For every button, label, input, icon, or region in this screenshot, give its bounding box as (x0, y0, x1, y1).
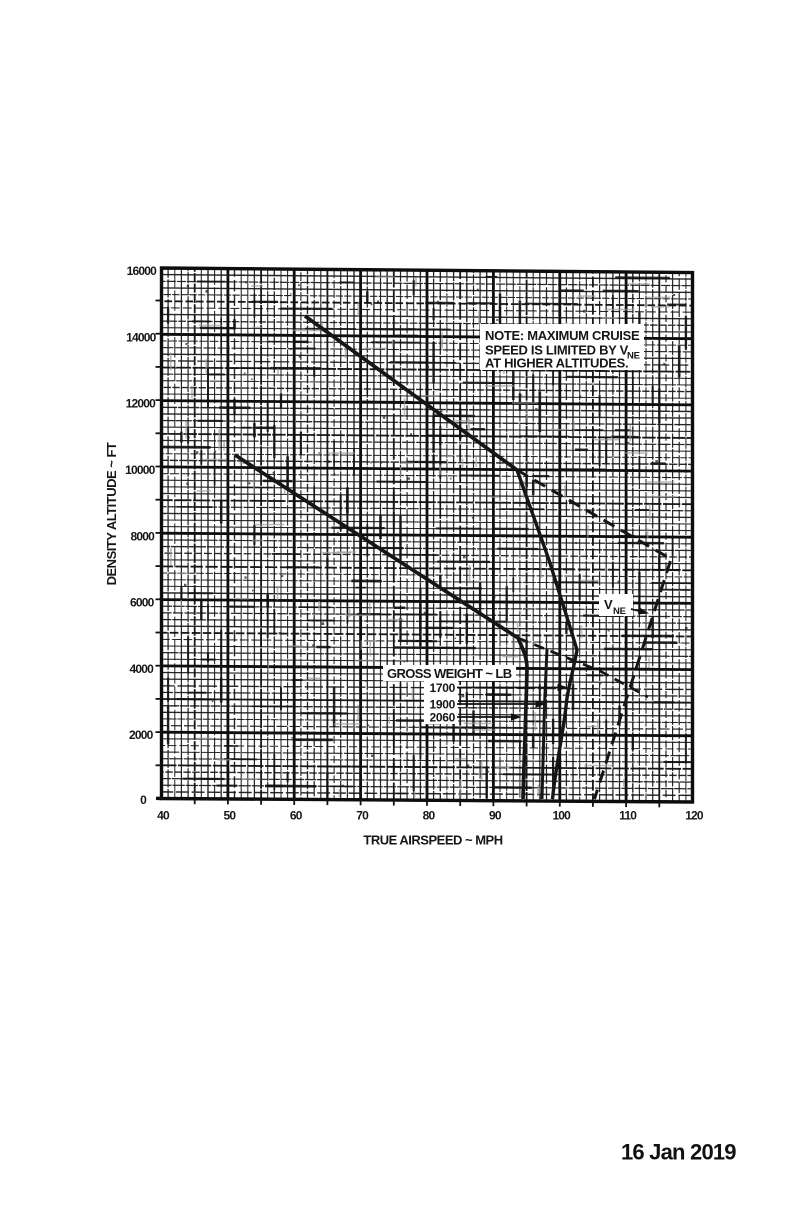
svg-text:16 Jan 2019: 16 Jan 2019 (621, 1140, 736, 1165)
svg-text:100: 100 (552, 809, 571, 823)
svg-text:40: 40 (157, 809, 170, 823)
svg-text:16000: 16000 (127, 264, 157, 278)
svg-text:1700: 1700 (430, 681, 456, 695)
svg-text:14000: 14000 (126, 330, 156, 344)
svg-text:2000: 2000 (129, 728, 154, 742)
svg-text:NE: NE (613, 606, 626, 617)
svg-text:70: 70 (356, 809, 369, 823)
svg-text:90: 90 (489, 809, 502, 823)
svg-text:6000: 6000 (130, 596, 155, 610)
svg-text:120: 120 (685, 809, 704, 823)
svg-text:DENSITY ALTITUDE ~ FT: DENSITY ALTITUDE ~ FT (104, 442, 119, 585)
svg-text:2060: 2060 (430, 711, 456, 725)
svg-text:50: 50 (224, 809, 237, 823)
svg-text:12000: 12000 (126, 397, 156, 411)
svg-text:60: 60 (290, 809, 303, 823)
svg-text:TRUE AIRSPEED ~ MPH: TRUE AIRSPEED ~ MPH (363, 833, 502, 848)
svg-text:80: 80 (423, 809, 436, 823)
svg-text:8000: 8000 (131, 529, 156, 543)
svg-text:110: 110 (619, 809, 637, 823)
svg-text:1900: 1900 (430, 698, 456, 712)
svg-text:NOTE: MAXIMUM CRUISE: NOTE: MAXIMUM CRUISE (485, 328, 640, 343)
svg-text:0: 0 (140, 793, 147, 807)
svg-text:SPEED IS LIMITED BY V: SPEED IS LIMITED BY V (485, 343, 629, 358)
svg-text:NE: NE (627, 351, 640, 362)
svg-text:4000: 4000 (130, 662, 155, 676)
svg-text:V: V (604, 597, 613, 612)
svg-text:GROSS WEIGHT ~ LB: GROSS WEIGHT ~ LB (387, 666, 512, 681)
svg-text:AT HIGHER ALTITUDES.: AT HIGHER ALTITUDES. (485, 356, 628, 371)
svg-text:10000: 10000 (125, 463, 155, 477)
